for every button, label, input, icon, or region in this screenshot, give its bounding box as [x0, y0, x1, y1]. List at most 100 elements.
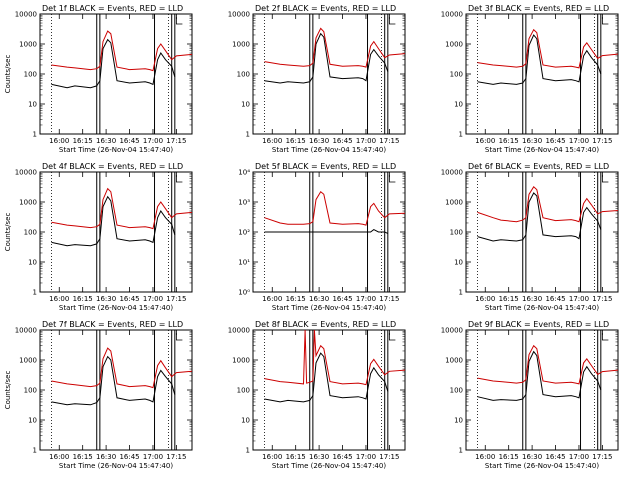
y-tick-label: 10³ — [238, 199, 250, 207]
y-tick-label: 1 — [33, 447, 37, 455]
series-line-events — [477, 34, 602, 85]
x-tick-label: 16:30 — [522, 295, 542, 303]
x-tick-label: 16:00 — [475, 295, 495, 303]
panel-det-6f: Det 6f BLACK = Events, RED = LLD 1 10 100 10… — [441, 162, 619, 312]
series-line-events — [51, 195, 176, 247]
y-tick-label: 10000 — [15, 169, 37, 177]
x-tick-label: 16:45 — [545, 453, 565, 461]
x-tick-label: 16:45 — [545, 137, 565, 145]
y-tick-label: 10² — [238, 229, 250, 237]
x-axis-label: Start Time (26-Nov-04 15:47:40) — [485, 304, 599, 312]
x-tick-label: 16:00 — [475, 137, 495, 145]
x-tick-label: 17:15 — [166, 137, 186, 145]
corner-marker — [388, 17, 396, 25]
x-tick-label: 17:15 — [379, 453, 399, 461]
x-tick-label: 17:00 — [356, 295, 376, 303]
y-tick-label: 100 — [450, 229, 463, 237]
y-tick-label: 1 — [246, 131, 250, 139]
y-tick-label: 10⁴ — [238, 169, 250, 177]
x-axis-label: Start Time (26-Nov-04 15:47:40) — [485, 146, 599, 154]
panel-title: Det 2f BLACK = Events, RED = LLD — [255, 4, 396, 13]
x-tick-label: 17:15 — [592, 453, 612, 461]
y-tick-label: 10 — [28, 259, 37, 267]
x-tick-label: 17:00 — [143, 137, 163, 145]
x-tick-label: 17:15 — [379, 137, 399, 145]
panel-det-4f: Det 4f BLACK = Events, RED = LLD 1 10 100 10… — [4, 162, 193, 312]
x-tick-label: 16:30 — [96, 453, 116, 461]
panel-det-3f: Det 3f BLACK = Events, RED = LLD 1 10 100 10… — [441, 4, 619, 154]
y-tick-label: 1 — [33, 131, 37, 139]
series-line-lld — [51, 30, 193, 72]
y-tick-label: 1 — [33, 289, 37, 297]
y-tick-label: 100 — [450, 71, 463, 79]
x-tick-label: 16:45 — [119, 453, 139, 461]
y-tick-label: 1000 — [19, 199, 37, 207]
panel-title: Det 9f BLACK = Events, RED = LLD — [468, 320, 609, 329]
series-line-lld — [477, 28, 619, 69]
x-tick-label: 16:45 — [545, 295, 565, 303]
y-tick-label: 1000 — [445, 357, 463, 365]
series-line-events — [264, 32, 389, 84]
x-axis-label: Start Time (26-Nov-04 15:47:40) — [485, 462, 599, 470]
x-tick-label: 17:00 — [356, 137, 376, 145]
series-line-lld — [264, 329, 406, 386]
corner-marker — [175, 175, 183, 183]
y-tick-label: 10¹ — [238, 259, 250, 267]
y-tick-label: 100 — [24, 71, 37, 79]
corner-marker — [601, 175, 609, 183]
x-tick-label: 17:00 — [143, 453, 163, 461]
panel-title: Det 8f BLACK = Events, RED = LLD — [255, 320, 396, 329]
x-tick-label: 16:30 — [309, 453, 329, 461]
corner-marker — [175, 17, 183, 25]
corner-marker — [388, 175, 396, 183]
y-tick-label: 1000 — [19, 357, 37, 365]
corner-marker — [388, 333, 396, 341]
panel-title: Det 5f BLACK = Events, RED = LLD — [255, 162, 396, 171]
corner-marker — [601, 333, 609, 341]
y-tick-label: 10 — [28, 101, 37, 109]
x-axis-label: Start Time (26-Nov-04 15:47:40) — [59, 146, 173, 154]
x-tick-label: 17:15 — [592, 295, 612, 303]
panel-det-8f: Det 8f BLACK = Events, RED = LLD 1 10 100 10… — [228, 320, 406, 470]
series-line-events — [51, 355, 176, 406]
y-tick-label: 10⁰ — [238, 289, 250, 297]
y-tick-label: 100 — [24, 387, 37, 395]
series-line-lld — [477, 186, 619, 223]
panel-det-9f: Det 9f BLACK = Events, RED = LLD 1 10 100 10… — [441, 320, 619, 470]
series-line-lld — [51, 347, 193, 389]
x-tick-label: 16:45 — [332, 295, 352, 303]
y-tick-label: 100 — [237, 71, 250, 79]
x-tick-label: 17:00 — [356, 453, 376, 461]
corner-marker — [175, 333, 183, 341]
y-tick-label: 1000 — [232, 41, 250, 49]
x-tick-label: 17:15 — [592, 137, 612, 145]
x-tick-label: 16:45 — [119, 137, 139, 145]
x-tick-label: 16:00 — [262, 295, 282, 303]
plot-frame — [465, 171, 619, 293]
y-tick-label: 1 — [459, 289, 463, 297]
y-axis-label: Counts/sec — [4, 213, 12, 252]
x-tick-label: 17:00 — [569, 453, 589, 461]
x-tick-label: 16:15 — [286, 295, 306, 303]
x-tick-label: 16:15 — [73, 137, 93, 145]
x-tick-label: 16:30 — [522, 137, 542, 145]
x-tick-label: 16:30 — [309, 295, 329, 303]
y-tick-label: 1000 — [445, 41, 463, 49]
panel-det-2f: Det 2f BLACK = Events, RED = LLD 1 10 100 10… — [228, 4, 406, 154]
x-tick-label: 16:45 — [332, 453, 352, 461]
x-tick-label: 17:00 — [569, 137, 589, 145]
y-tick-label: 10 — [454, 259, 463, 267]
y-tick-label: 1 — [459, 131, 463, 139]
y-tick-label: 10000 — [441, 169, 463, 177]
series-line-events — [51, 38, 176, 89]
x-tick-label: 16:15 — [73, 295, 93, 303]
x-tick-label: 16:15 — [286, 453, 306, 461]
y-tick-label: 10 — [241, 101, 250, 109]
panel-title: Det 7f BLACK = Events, RED = LLD — [42, 320, 183, 329]
y-tick-label: 10000 — [15, 11, 37, 19]
series-line-lld — [51, 187, 193, 230]
x-axis-label: Start Time (26-Nov-04 15:47:40) — [272, 462, 386, 470]
y-tick-label: 10 — [241, 417, 250, 425]
x-tick-label: 16:00 — [49, 295, 69, 303]
corner-marker — [601, 17, 609, 25]
